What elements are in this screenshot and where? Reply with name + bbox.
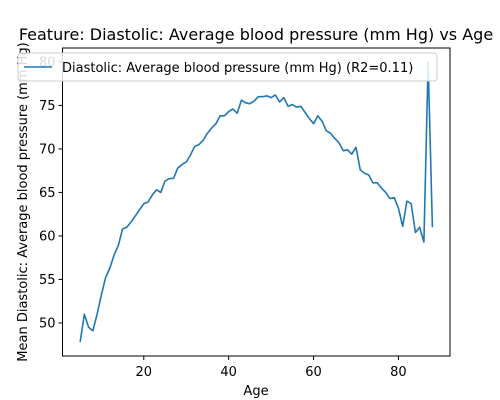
x-axis-ticks: 20 40 60 80 bbox=[136, 356, 407, 380]
x-tick-label: 60 bbox=[305, 365, 322, 380]
y-tick-label: 55 bbox=[39, 273, 56, 288]
x-tick-label: 20 bbox=[136, 365, 153, 380]
x-axis-label: Age bbox=[243, 384, 268, 399]
plot-area bbox=[62, 47, 451, 357]
x-tick-label: 40 bbox=[220, 365, 237, 380]
series-line bbox=[79, 61, 434, 343]
y-tick-label: 60 bbox=[39, 229, 56, 244]
y-tick-label: 70 bbox=[39, 142, 56, 157]
y-axis-ticks: 50556065707580 bbox=[39, 55, 63, 331]
x-tick-label: 80 bbox=[390, 365, 407, 380]
legend: Diastolic: Average blood pressure (mm Hg… bbox=[17, 52, 438, 82]
y-tick-label: 75 bbox=[39, 99, 56, 114]
chart-title: Feature: Diastolic: Average blood pressu… bbox=[19, 25, 493, 44]
y-axis-label: Mean Diastolic: Average blood pressure (… bbox=[16, 42, 31, 361]
legend-entry-label: Diastolic: Average blood pressure (mm Hg… bbox=[62, 61, 413, 76]
legend-box bbox=[17, 52, 438, 82]
y-tick-label: 50 bbox=[39, 316, 56, 331]
y-tick-label: 65 bbox=[39, 186, 56, 201]
